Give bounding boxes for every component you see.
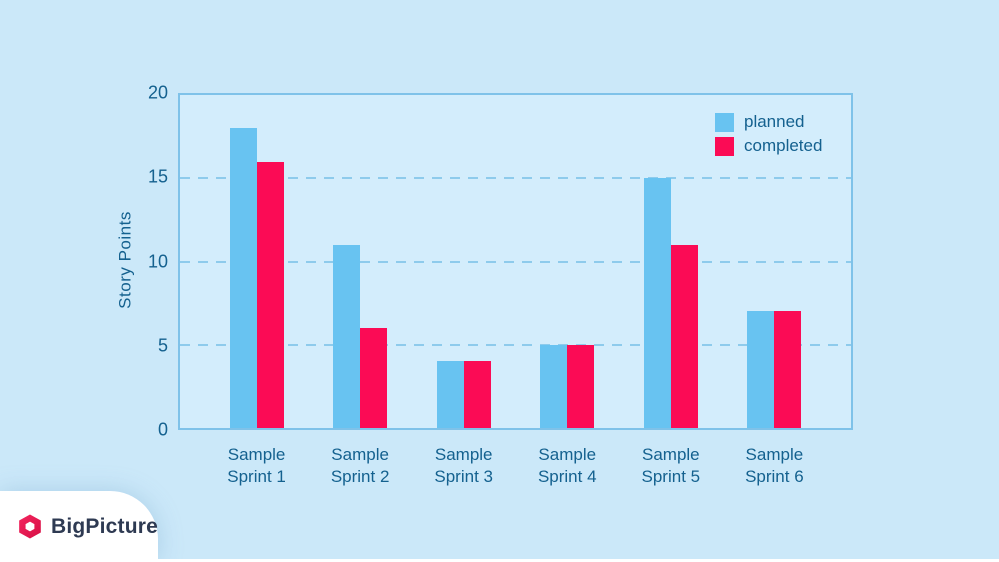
planned-bar — [540, 344, 568, 428]
y-tick-20: 20 — [147, 82, 168, 103]
bar-group-2: Sample Sprint 2 — [331, 95, 389, 486]
plot-area: Sample Sprint 1 Sample Sprint 2 Sample Spr… — [178, 93, 853, 486]
planned-bar — [747, 311, 775, 428]
bar-group-6: Sample Sprint 6 — [745, 95, 804, 486]
bar-group-5: Sample Sprint 5 — [642, 95, 700, 486]
completed-bar — [256, 161, 284, 428]
bar-group-3: Sample Sprint 3 — [434, 95, 493, 486]
completed-bar — [463, 361, 491, 428]
y-tick-10: 10 — [147, 251, 168, 271]
x-axis-label: Sample Sprint 5 — [641, 445, 701, 486]
bar-groups: Sample Sprint 1 Sample Sprint 2 Sample Spr… — [180, 95, 851, 486]
logo-text: BigPicture — [50, 514, 158, 538]
legend-swatch-completed — [715, 136, 734, 156]
planned-bar — [229, 128, 257, 428]
completed-bar — [360, 328, 388, 428]
planned-bar — [643, 178, 671, 428]
bar-group-4: Sample Sprint 4 — [538, 95, 597, 486]
planned-bar — [436, 361, 464, 428]
legend-item-planned: planned — [715, 112, 822, 132]
legend-label: planned — [744, 112, 805, 131]
x-axis-label: Sample Sprint 3 — [434, 445, 493, 486]
bottom-white-strip — [0, 559, 999, 562]
hexagon-icon — [19, 514, 41, 539]
completed-bar — [774, 311, 802, 428]
y-tick-0: 0 — [157, 419, 168, 440]
x-axis-label: Sample Sprint 6 — [745, 445, 804, 486]
x-axis-label: Sample Sprint 1 — [227, 445, 286, 486]
y-tick-15: 15 — [147, 166, 168, 187]
legend-label: completed — [744, 136, 823, 155]
bar-group-1: Sample Sprint 1 — [227, 95, 286, 486]
x-axis-label: Sample Sprint 4 — [537, 445, 597, 486]
planned-bar — [333, 244, 361, 428]
legend-item-completed: completed — [715, 136, 822, 156]
x-axis-label: Sample Sprint 2 — [330, 445, 390, 486]
y-tick-5: 5 — [157, 335, 168, 356]
legend: planned completed — [715, 112, 822, 156]
legend-swatch-planned — [715, 112, 734, 132]
completed-bar — [670, 244, 698, 428]
bigpicture-logo-card: BigPicture — [0, 491, 158, 562]
completed-bar — [567, 344, 595, 428]
